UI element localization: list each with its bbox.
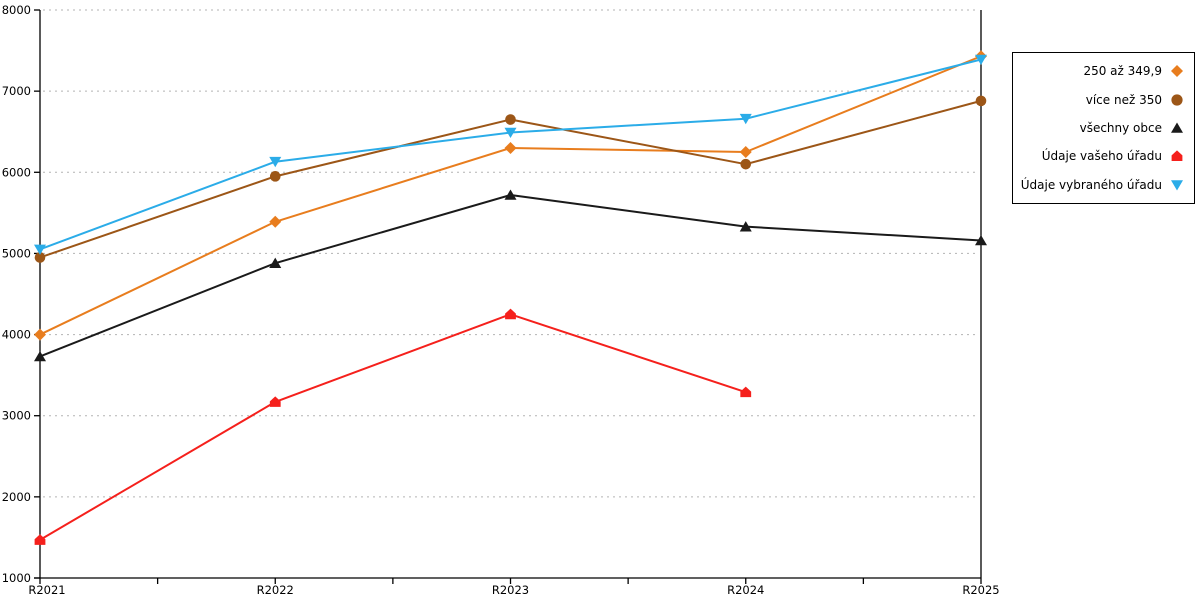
legend-item: Údaje vybraného úřadu (1013, 171, 1194, 199)
data-point (975, 95, 987, 107)
x-tick-label: R2023 (492, 583, 529, 597)
x-tick-label: R2022 (257, 583, 294, 597)
y-tick-label: 3000 (2, 409, 31, 423)
data-point (505, 308, 516, 320)
y-tick-label: 2000 (2, 490, 31, 504)
data-point (34, 328, 46, 341)
legend-label: Údaje vybraného úřadu (1020, 177, 1162, 192)
chart-legend: 250 až 349,9 více než 350 všechny obce Ú… (1012, 52, 1195, 204)
data-point (269, 215, 282, 228)
y-tick-label: 6000 (2, 165, 31, 179)
data-point (740, 158, 752, 170)
triangle-up-marker-icon (1171, 122, 1183, 133)
data-point (975, 54, 987, 65)
series-1 (34, 95, 987, 263)
y-tick-label: 5000 (2, 246, 31, 260)
legend-label: Údaje vašeho úřadu (1041, 149, 1162, 164)
data-point (504, 189, 517, 200)
y-axis-ticks: 1000 2000 3000 4000 5000 6000 7000 8000 (2, 3, 40, 585)
legend-label: více než 350 (1085, 92, 1162, 107)
legend-item: více než 350 (1013, 86, 1194, 114)
data-point (739, 221, 752, 232)
circle-marker-icon (1171, 93, 1183, 106)
data-point (34, 350, 46, 362)
y-tick-label: 8000 (2, 3, 31, 17)
y-tick-label: 1000 (2, 571, 31, 585)
data-point (740, 386, 752, 398)
data-point (34, 252, 46, 263)
data-point (505, 114, 516, 125)
data-point (269, 156, 282, 168)
y-tick-label: 4000 (2, 328, 31, 342)
data-point (269, 396, 281, 407)
x-tick-label: R2021 (28, 583, 65, 597)
series-2 (34, 189, 987, 362)
x-axis-ticks: R2021 R2022 R2023 R2024 R2025 (28, 578, 1000, 597)
y-tick-label: 7000 (2, 84, 31, 98)
series-4 (34, 54, 987, 255)
legend-label: 250 až 349,9 (1083, 64, 1162, 79)
gridlines (43, 9, 979, 498)
data-point (504, 127, 517, 139)
diamond-marker-icon (1171, 65, 1183, 78)
data-point (975, 234, 987, 246)
legend-item: 250 až 349,9 (1013, 57, 1194, 85)
triangle-down-marker-icon (1171, 179, 1183, 191)
legend-item: Údaje vašeho úřadu (1013, 142, 1194, 170)
data-point (269, 171, 281, 182)
legend-label: všechny obce (1079, 120, 1162, 135)
legend-item: všechny obce (1013, 114, 1194, 142)
pentagon-marker-icon (1171, 150, 1183, 162)
series-3 (34, 308, 752, 545)
x-tick-label: R2024 (727, 583, 764, 597)
data-point (739, 146, 752, 158)
data-point (34, 534, 46, 545)
data-point (739, 113, 752, 125)
data-point (504, 141, 517, 154)
data-point (34, 244, 46, 255)
x-tick-label: R2025 (962, 583, 999, 597)
data-point (269, 257, 282, 268)
